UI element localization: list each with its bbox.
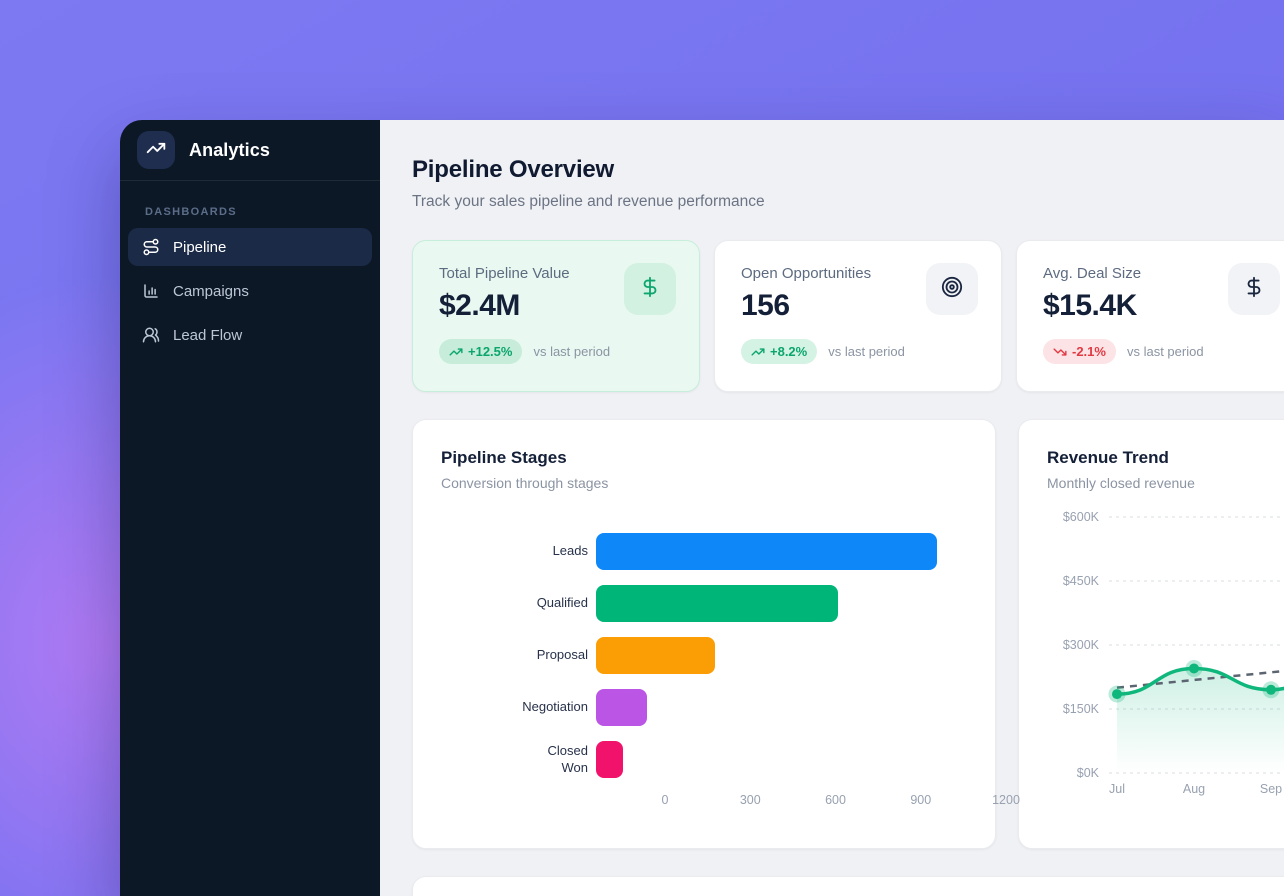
bar-proposal[interactable] [596, 637, 715, 674]
sidebar: Analytics DASHBOARDS Pipeline Campaigns Le… [120, 120, 380, 896]
svg-text:Sep: Sep [1260, 782, 1282, 796]
stat-icon-tile [926, 263, 978, 315]
stat-label: Open Opportunities [741, 265, 872, 282]
bar-track [596, 637, 967, 674]
stat-label: Total Pipeline Value [439, 265, 570, 282]
stat-footer: +12.5% vs last period [439, 339, 673, 364]
pipeline-stages-bar-chart: Leads Qualified Proposal Negotiation Closed W… [510, 533, 1020, 811]
revenue-chart-svg: $600K $450K $300K $150K $0K Jul Aug Sep [1063, 510, 1284, 796]
stat-value: 156 [741, 289, 790, 322]
sidebar-item-lead-flow[interactable]: Lead Flow [128, 316, 372, 354]
users-icon [142, 326, 160, 344]
svg-text:$300K: $300K [1063, 638, 1100, 652]
revenue-trend-title: Revenue Trend [1047, 448, 1169, 467]
svg-text:Aug: Aug [1183, 782, 1205, 796]
sidebar-item-campaigns[interactable]: Campaigns [128, 272, 372, 310]
stat-card-avg-deal-size: Avg. Deal Size $15.4K -2.1% vs last period [1016, 240, 1284, 392]
bar-category-label: Negotiation [522, 699, 588, 715]
sidebar-nav: Pipeline Campaigns Lead Flow [120, 228, 380, 354]
svg-text:Jul: Jul [1109, 782, 1125, 796]
dollar-icon [639, 276, 661, 303]
delta-badge: -2.1% [1043, 339, 1116, 364]
revenue-trend-card: Revenue Trend Monthly closed revenue $60… [1018, 419, 1284, 849]
pipeline-stages-card: Pipeline Stages Conversion through stage… [412, 419, 1020, 849]
bar-row-proposal: Proposal [510, 637, 967, 674]
sidebar-section-label: DASHBOARDS [145, 206, 237, 218]
x-axis-tick: 0 [661, 793, 669, 807]
app-title: Analytics [189, 139, 270, 160]
stat-value: $15.4K [1043, 289, 1137, 322]
bar-leads[interactable] [596, 533, 937, 570]
trend-up-icon [449, 345, 463, 359]
bar-row-leads: Leads [510, 533, 967, 570]
bar-category-label: Closed Won [547, 742, 588, 775]
bar-chart-x-axis: 0 300 600 900 1200 [661, 793, 1036, 811]
trending-up-icon [146, 138, 166, 163]
svg-text:$450K: $450K [1063, 574, 1100, 588]
stat-footer: -2.1% vs last period [1043, 339, 1277, 364]
revenue-trend-line-chart: $600K $450K $300K $150K $0K Jul Aug Sep [1047, 503, 1284, 804]
stat-value: $2.4M [439, 289, 520, 322]
bar-chart-icon [142, 282, 160, 300]
compare-text: vs last period [533, 344, 611, 359]
bar-row-closed-won: Closed Won [510, 741, 967, 778]
bar-track [596, 533, 967, 570]
app-window: Analytics DASHBOARDS Pipeline Campaigns Le… [120, 120, 1284, 896]
bar-qualified[interactable] [596, 585, 838, 622]
revenue-trend-subtitle: Monthly closed revenue [1047, 475, 1195, 491]
stat-label: Avg. Deal Size [1043, 265, 1142, 282]
compare-text: vs last period [1126, 344, 1204, 359]
bar-closed-won[interactable] [596, 741, 623, 778]
sidebar-item-pipeline[interactable]: Pipeline [128, 228, 372, 266]
route-icon [142, 238, 160, 256]
pipeline-stages-subtitle: Conversion through stages [441, 475, 609, 491]
charts-row: Pipeline Stages Conversion through stage… [412, 419, 1284, 849]
x-axis-tick: 300 [739, 793, 761, 807]
stat-cards-row: Total Pipeline Value $2.4M +12.5% vs last p… [412, 240, 1284, 392]
svg-text:$600K: $600K [1063, 510, 1100, 524]
main-content: Pipeline Overview Track your sales pipel… [380, 120, 1284, 896]
page-subtitle: Track your sales pipeline and revenue pe… [412, 193, 765, 210]
bar-row-qualified: Qualified [510, 585, 967, 622]
stat-icon-tile [1228, 263, 1280, 315]
svg-text:$150K: $150K [1063, 702, 1100, 716]
stat-card-total-pipeline-value: Total Pipeline Value $2.4M +12.5% vs last p… [412, 240, 700, 392]
x-axis-tick: 600 [825, 793, 846, 807]
stat-footer: +8.2% vs last period [741, 339, 975, 364]
trend-down-icon [1053, 345, 1067, 359]
dollar-icon [1243, 276, 1265, 303]
bar-category-label: Leads [552, 543, 588, 559]
bar-row-negotiation: Negotiation [510, 689, 967, 726]
target-icon [941, 276, 963, 303]
bar-negotiation[interactable] [596, 689, 647, 726]
bar-track [596, 741, 967, 778]
sidebar-header: Analytics [120, 120, 380, 181]
compare-text: vs last period [828, 344, 905, 359]
trend-up-icon [751, 345, 765, 359]
sidebar-item-label: Pipeline [173, 238, 227, 256]
stat-icon-tile [624, 263, 676, 315]
bar-track [596, 689, 967, 726]
sidebar-item-label: Campaigns [173, 282, 249, 300]
delta-badge: +12.5% [439, 339, 523, 364]
page-title: Pipeline Overview [412, 156, 615, 183]
svg-text:$0K: $0K [1077, 766, 1100, 780]
delta-badge: +8.2% [741, 339, 818, 364]
bar-track [596, 585, 967, 622]
bar-category-label: Proposal [536, 647, 588, 663]
pipeline-stages-title: Pipeline Stages [441, 448, 567, 467]
x-axis-tick: 900 [910, 793, 932, 807]
app-logo [137, 131, 175, 169]
partial-bottom-card [412, 876, 1284, 896]
sidebar-item-label: Lead Flow [173, 326, 243, 344]
bar-category-label: Qualified [536, 595, 588, 611]
x-axis-tick: 1200 [992, 793, 1020, 807]
stat-card-open-opportunities: Open Opportunities 156 +8.2% vs last period [714, 240, 1002, 392]
